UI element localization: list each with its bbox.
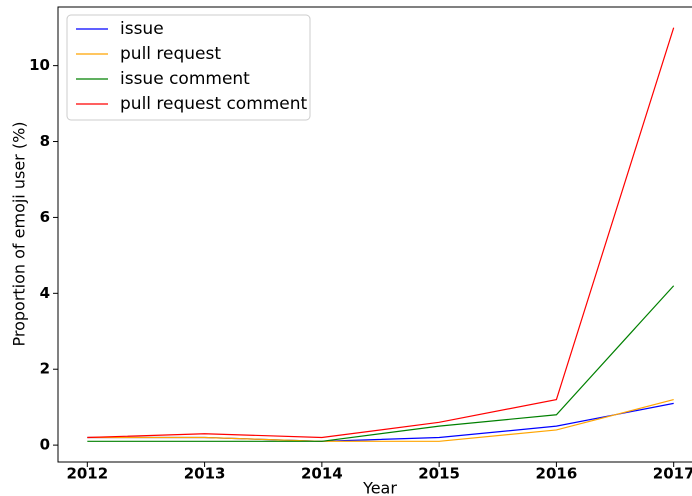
x-tick-label: 2015 <box>418 465 460 483</box>
x-tick-label: 2014 <box>301 465 343 483</box>
legend-label: issue <box>120 19 164 39</box>
y-tick-label: 6 <box>40 208 50 226</box>
y-tick-label: 0 <box>40 436 50 454</box>
plot-frame <box>57 6 692 463</box>
x-tick-label: 2016 <box>536 465 578 483</box>
x-tick-label: 2013 <box>184 465 226 483</box>
y-tick-label: 2 <box>40 360 50 378</box>
data-line <box>87 398 674 442</box>
y-tick-label: 8 <box>40 132 50 150</box>
y-axis-label: Proportion of emoji user (%) <box>10 121 29 346</box>
data-line <box>87 27 675 439</box>
legend-box <box>66 14 311 121</box>
x-tick-label: 2017 <box>653 465 692 483</box>
y-tick-label: 10 <box>29 56 50 74</box>
x-axis-label: Year <box>362 479 397 496</box>
data-line <box>87 285 675 442</box>
legend-label: pull request comment <box>120 94 308 114</box>
y-tick-label: 4 <box>40 284 50 302</box>
legend-label: pull request <box>120 44 221 64</box>
legend: issue pull request issue comment pull reque… <box>66 14 311 121</box>
x-tick-label: 2012 <box>66 465 108 483</box>
legend-label: issue comment <box>120 69 250 89</box>
